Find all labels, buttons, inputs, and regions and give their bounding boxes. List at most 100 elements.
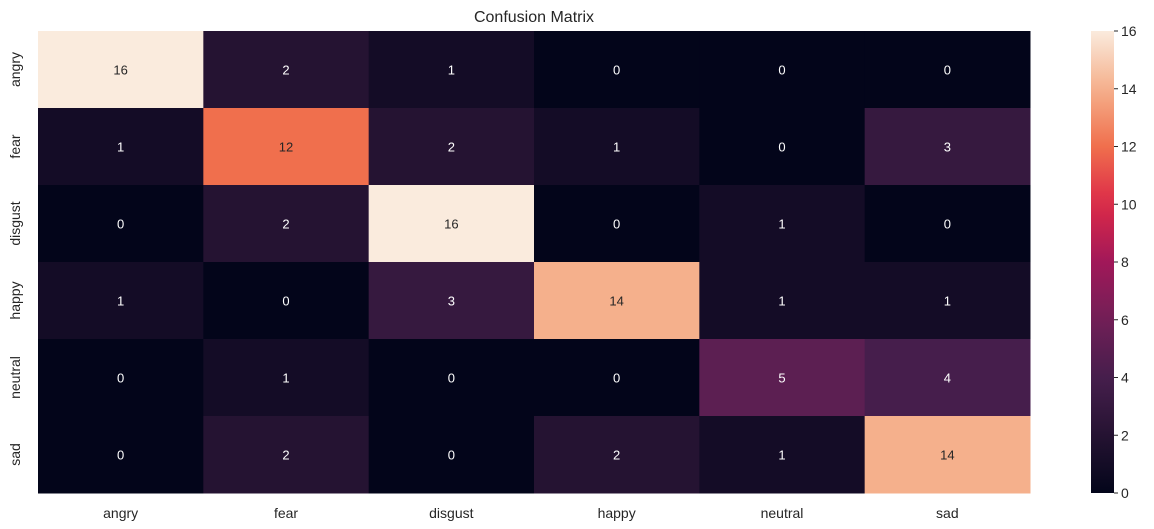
cell-value-label: 1	[778, 448, 785, 463]
cell-value-label: 14	[940, 448, 954, 463]
colorbar-tick-label: 12	[1121, 139, 1137, 155]
cell-value-label: 1	[282, 371, 289, 386]
colorbar-tick-label: 4	[1121, 370, 1129, 386]
heatmap-cell	[864, 262, 1031, 340]
heatmap-cell	[864, 416, 1031, 494]
cell-value-label: 5	[778, 371, 785, 386]
cell-value-label: 0	[117, 448, 124, 463]
heatmap-cell	[534, 31, 700, 109]
heatmap-cell	[368, 262, 535, 340]
x-tick-label: disgust	[429, 505, 473, 521]
heatmap-cell	[368, 185, 535, 263]
colorbar-tick-label: 0	[1121, 485, 1129, 501]
heatmap-cell	[864, 185, 1031, 263]
y-tick-label: disgust	[7, 201, 23, 245]
heatmap-cell	[864, 108, 1031, 186]
cell-value-label: 0	[944, 63, 951, 78]
cell-value-label: 0	[282, 294, 289, 309]
cell-value-label: 0	[613, 371, 620, 386]
cell-value-label: 1	[613, 140, 620, 155]
colorbar-tick-label: 2	[1121, 427, 1129, 443]
cell-value-label: 16	[444, 217, 458, 232]
cell-value-label: 4	[944, 371, 951, 386]
cell-value-label: 0	[448, 371, 455, 386]
colorbar-tick-label: 6	[1121, 312, 1129, 328]
cell-value-label: 2	[282, 217, 289, 232]
heatmap-cells: 16 2 1 0 0 0 1 12 2 1 0 3 0 2 16 0 1 0 1 0 3 14 1 1 0 1 0 0 5 4 0 2 0 2 1 1…	[38, 31, 1031, 494]
colorbar-tick-label: 14	[1121, 81, 1137, 97]
cell-value-label: 3	[944, 140, 951, 155]
heatmap-cell	[38, 416, 204, 494]
heatmap-cell	[38, 262, 204, 340]
y-tick-label: fear	[7, 134, 23, 158]
cell-value-label: 2	[613, 448, 620, 463]
heatmap-cell	[864, 31, 1031, 109]
heatmap-cell	[368, 31, 535, 109]
cell-value-label: 0	[448, 448, 455, 463]
colorbar-ticks: 0 2 4 6 8 10 12 14 16	[1114, 23, 1137, 501]
x-tick-label: sad	[936, 505, 959, 521]
cell-value-label: 2	[282, 448, 289, 463]
x-tick-label: neutral	[761, 505, 804, 521]
heatmap-cell	[38, 108, 204, 186]
y-axis-ticks: angry fear disgust happy neutral sad	[7, 52, 23, 466]
heatmap-cell	[203, 262, 370, 340]
cell-value-label: 14	[609, 294, 623, 309]
y-tick-label: happy	[7, 281, 23, 319]
heatmap-cell	[534, 416, 700, 494]
cell-value-label: 0	[613, 63, 620, 78]
y-tick-label: angry	[7, 52, 23, 87]
heatmap-cell	[699, 108, 866, 186]
heatmap-cell	[699, 262, 866, 340]
heatmap-cell	[203, 185, 370, 263]
heatmap-cell	[203, 31, 370, 109]
heatmap-cell	[203, 108, 370, 186]
heatmap-cell	[203, 339, 370, 417]
cell-value-label: 16	[113, 63, 127, 78]
heatmap-cell	[699, 416, 866, 494]
cell-value-label: 0	[778, 63, 785, 78]
cell-value-label: 1	[448, 63, 455, 78]
colorbar-tick-label: 10	[1121, 196, 1137, 212]
cell-value-label: 1	[117, 140, 124, 155]
cell-value-label: 2	[448, 140, 455, 155]
heatmap-cell	[699, 185, 866, 263]
heatmap-cell	[368, 339, 535, 417]
cell-value-label: 0	[613, 217, 620, 232]
heatmap-cell	[203, 416, 370, 494]
chart-title: Confusion Matrix	[474, 9, 594, 26]
heatmap-cell	[368, 108, 535, 186]
x-tick-label: angry	[103, 505, 138, 521]
x-tick-label: fear	[274, 505, 298, 521]
cell-value-label: 0	[117, 217, 124, 232]
heatmap-cell	[534, 185, 700, 263]
heatmap-cell	[864, 339, 1031, 417]
cell-value-label: 0	[778, 140, 785, 155]
colorbar-tick-label: 8	[1121, 254, 1129, 270]
cell-value-label: 1	[778, 217, 785, 232]
cell-value-label: 0	[117, 371, 124, 386]
cell-value-label: 2	[282, 63, 289, 78]
cell-value-label: 1	[117, 294, 124, 309]
colorbar-tick-label: 16	[1121, 23, 1137, 39]
cell-value-label: 3	[448, 294, 455, 309]
y-tick-label: sad	[7, 443, 23, 466]
colorbar	[1091, 31, 1114, 493]
heatmap-cell	[368, 416, 535, 494]
heatmap-cell	[38, 31, 204, 109]
y-tick-label: neutral	[7, 356, 23, 399]
cell-value-label: 0	[944, 217, 951, 232]
heatmap-cell	[38, 185, 204, 263]
heatmap-cell	[534, 262, 700, 340]
x-tick-label: happy	[598, 505, 636, 521]
heatmap-cell	[699, 339, 866, 417]
heatmap-cell	[38, 339, 204, 417]
cell-value-label: 1	[944, 294, 951, 309]
heatmap-cell	[534, 108, 700, 186]
cell-value-label: 12	[279, 140, 293, 155]
cell-value-label: 1	[778, 294, 785, 309]
heatmap-cell	[534, 339, 700, 417]
heatmap-cell	[699, 31, 866, 109]
x-axis-ticks: angry fear disgust happy neutral sad	[103, 505, 958, 521]
